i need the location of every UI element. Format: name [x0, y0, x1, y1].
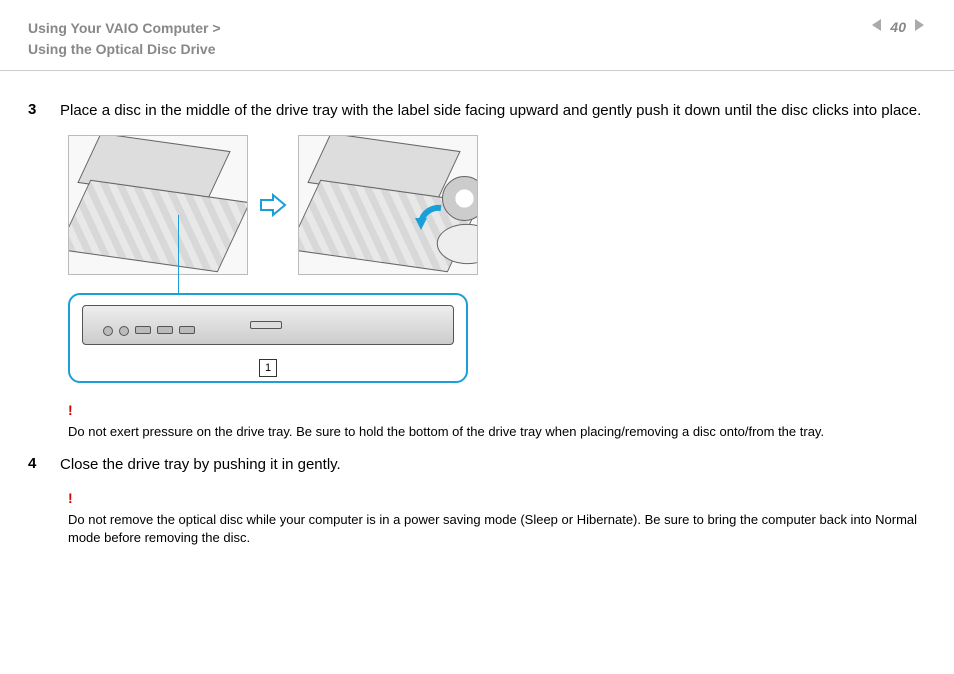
step-number: 4: [28, 455, 42, 475]
nav-prev-icon[interactable]: [870, 18, 884, 35]
side-view-panel: 1: [68, 293, 468, 383]
warning-text: Do not remove the optical disc while you…: [68, 512, 917, 545]
step-number: 3: [28, 101, 42, 121]
sequence-arrow-icon: [258, 190, 288, 220]
page-number: 40: [890, 19, 906, 35]
side-ports: [103, 326, 195, 336]
page-nav: 40: [870, 18, 926, 35]
page-header: Using Your VAIO Computer > Using the Opt…: [0, 0, 954, 71]
warning-text: Do not exert pressure on the drive tray.…: [68, 424, 824, 439]
figure-top-row: [68, 135, 488, 275]
step-text: Close the drive tray by pushing it in ge…: [60, 455, 926, 475]
laptop-open-tray-illustration: [298, 135, 478, 275]
optical-drive-figure: 1: [68, 135, 488, 383]
breadcrumb: Using Your VAIO Computer > Using the Opt…: [28, 18, 221, 60]
step-4: 4 Close the drive tray by pushing it in …: [28, 455, 926, 475]
warning-note-1: ! Do not exert pressure on the drive tra…: [68, 401, 926, 441]
callout-label: 1: [259, 359, 277, 377]
breadcrumb-line-2: Using the Optical Disc Drive: [28, 39, 221, 60]
warning-icon: !: [68, 489, 926, 509]
warning-note-2: ! Do not remove the optical disc while y…: [68, 489, 926, 547]
nav-next-icon[interactable]: [912, 18, 926, 35]
breadcrumb-line-1: Using Your VAIO Computer >: [28, 18, 221, 39]
step-text: Place a disc in the middle of the drive …: [60, 101, 926, 121]
disc-insert-arrow-icon: [413, 204, 447, 239]
laptop-side-body: [82, 305, 454, 345]
page-content: 3 Place a disc in the middle of the driv…: [0, 71, 954, 581]
step-3: 3 Place a disc in the middle of the driv…: [28, 101, 926, 121]
laptop-closed-illustration: [68, 135, 248, 275]
warning-icon: !: [68, 401, 926, 421]
